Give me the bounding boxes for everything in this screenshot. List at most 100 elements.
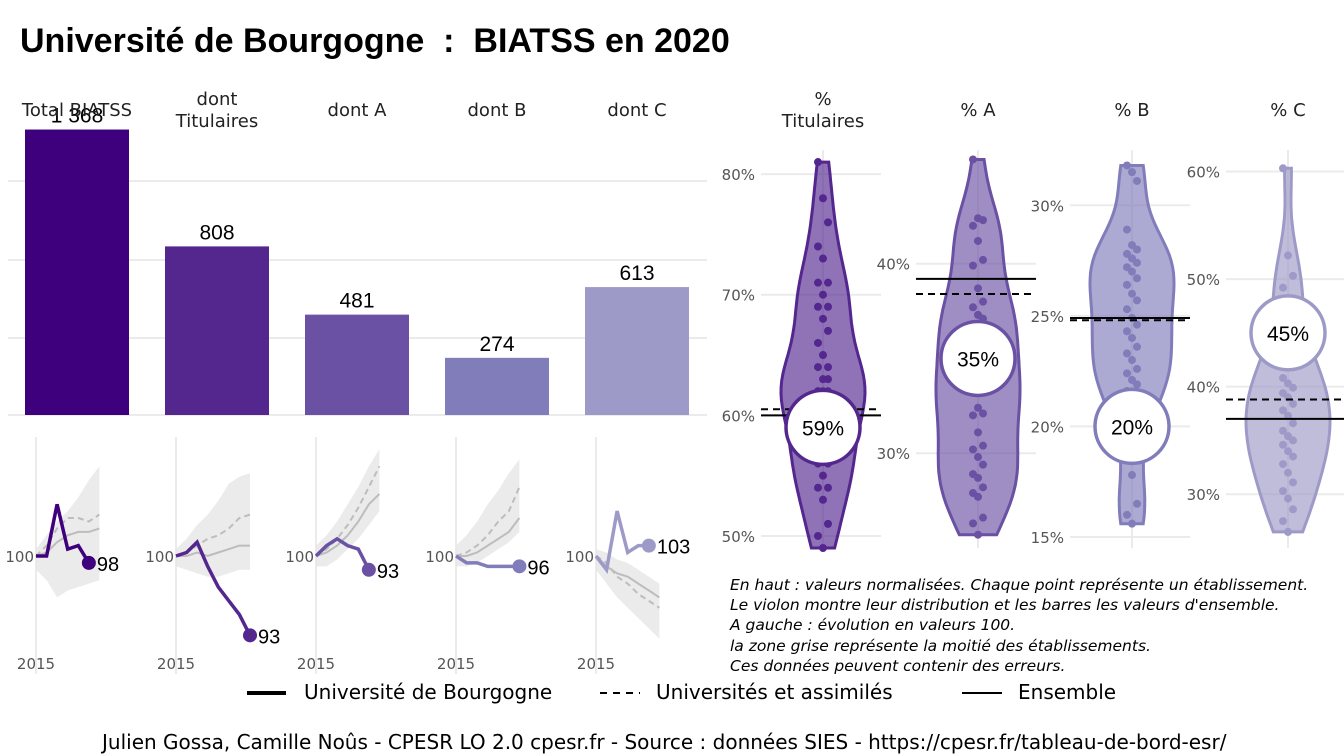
violin-tick-label: 50% (1187, 271, 1220, 289)
establishment-point (1123, 280, 1131, 289)
establishment-point (1128, 289, 1136, 298)
half-establishments-band (316, 449, 380, 567)
x-tick-label: 2015 (17, 655, 55, 673)
establishment-point (969, 445, 977, 454)
establishment-point (819, 544, 827, 552)
note-line-1: En haut : valeurs normalisées. Chaque po… (730, 576, 1309, 594)
establishment-point (1128, 471, 1136, 480)
establishment-point (814, 242, 822, 251)
establishment-point (1279, 406, 1287, 415)
ensemble-line (456, 517, 521, 557)
establishment-point (969, 519, 977, 528)
establishment-point (969, 261, 977, 270)
note-line-5: Ces données peuvent contenir des erreurs… (730, 657, 1066, 675)
establishment-end-point (243, 628, 257, 643)
end-value-label: 93 (377, 561, 399, 583)
establishment-point (1133, 258, 1141, 267)
establishment-point (1289, 436, 1297, 445)
establishment-point (1123, 327, 1131, 336)
establishment-point (974, 284, 982, 293)
violin-tick-label: 25% (1031, 308, 1064, 326)
ensemble-line (176, 544, 250, 558)
violin-tick-label: 70% (722, 287, 755, 305)
legend-label-univ: Universités et assimilés (656, 680, 893, 704)
establishment-point (969, 221, 977, 230)
establishment-end-point (81, 555, 96, 570)
bar-category-label: dont A (328, 100, 388, 121)
establishment-point (819, 194, 827, 203)
value-bubble-label: 59% (802, 417, 844, 440)
note-line-2: Le violon montre leur distribution et le… (730, 596, 1280, 614)
start-value-label: 100 (425, 548, 454, 566)
establishment-point (819, 471, 827, 480)
establishment-point (824, 519, 832, 528)
establishment-point (1284, 447, 1292, 456)
establishment-point (824, 302, 832, 311)
establishment-line (314, 536, 371, 571)
x-tick-label: 2015 (157, 655, 195, 673)
establishment-point (824, 375, 832, 384)
establishment-point (1133, 364, 1141, 373)
establishment-point (1279, 486, 1287, 495)
bar (165, 246, 269, 415)
x-tick-label: 2015 (577, 655, 615, 673)
establishment-point (974, 473, 982, 482)
establishment-point (819, 290, 827, 299)
violin-tick-label: 80% (722, 166, 755, 184)
violin-tick-label: 60% (1187, 164, 1220, 182)
bar (585, 287, 689, 415)
universities-line (35, 513, 100, 557)
establishment-point (1133, 499, 1141, 508)
establishment-point (1279, 426, 1287, 435)
value-bubble-label: 20% (1111, 416, 1153, 439)
establishment-point (979, 513, 987, 522)
violin-panel-label: % C (1270, 100, 1305, 121)
bar-value-label: 808 (199, 221, 234, 244)
universities-line (315, 465, 381, 557)
establishment-point (1279, 164, 1287, 173)
establishment-point (1289, 399, 1297, 408)
half-establishments-band (596, 549, 660, 639)
chart-title: Université de Bourgogne : BIATSS en 2020 (20, 22, 730, 60)
establishment-point (974, 403, 982, 412)
establishment-point (819, 495, 827, 504)
violin-tick-label: 30% (1031, 197, 1064, 215)
establishment-point (974, 530, 982, 539)
violin-tick-label: 50% (722, 528, 755, 546)
bar-category-label: Total BIATSS (21, 100, 132, 121)
value-bubble-label: 35% (957, 348, 999, 371)
establishment-line (455, 554, 520, 569)
bar-value-label: 1 368 (51, 105, 104, 128)
violin-tick-label: 15% (1031, 529, 1064, 547)
establishment-point (979, 216, 987, 225)
violin-panel-label: % A (960, 100, 996, 121)
establishment-point (814, 278, 822, 287)
bar (305, 314, 409, 415)
establishment-point (979, 409, 987, 418)
establishment-point (969, 411, 977, 420)
start-value-label: 100 (285, 548, 314, 566)
establishment-point (819, 314, 827, 323)
universities-line (455, 486, 521, 557)
establishment-point (974, 492, 982, 501)
bar-category-label: dont Titulaires (175, 89, 258, 132)
establishment-point (814, 302, 822, 311)
ensemble-line (315, 493, 381, 557)
establishment-point (1133, 296, 1141, 305)
establishment-point (1128, 519, 1136, 528)
violin-tick-label: 30% (877, 445, 910, 463)
establishment-point (824, 278, 832, 287)
establishment-point (1133, 320, 1141, 329)
bar (445, 357, 549, 415)
end-value-label: 93 (258, 626, 280, 648)
value-bubble (1249, 294, 1327, 372)
value-bubble (1093, 387, 1171, 466)
start-value-label: 100 (145, 548, 174, 566)
establishment-point (974, 236, 982, 245)
establishment-point (1284, 494, 1292, 503)
legend-label-ensemble: Ensemble (1018, 680, 1117, 704)
establishment-point (1123, 305, 1131, 314)
end-value-label: 96 (527, 557, 549, 579)
value-bubble-label: 45% (1267, 323, 1309, 346)
